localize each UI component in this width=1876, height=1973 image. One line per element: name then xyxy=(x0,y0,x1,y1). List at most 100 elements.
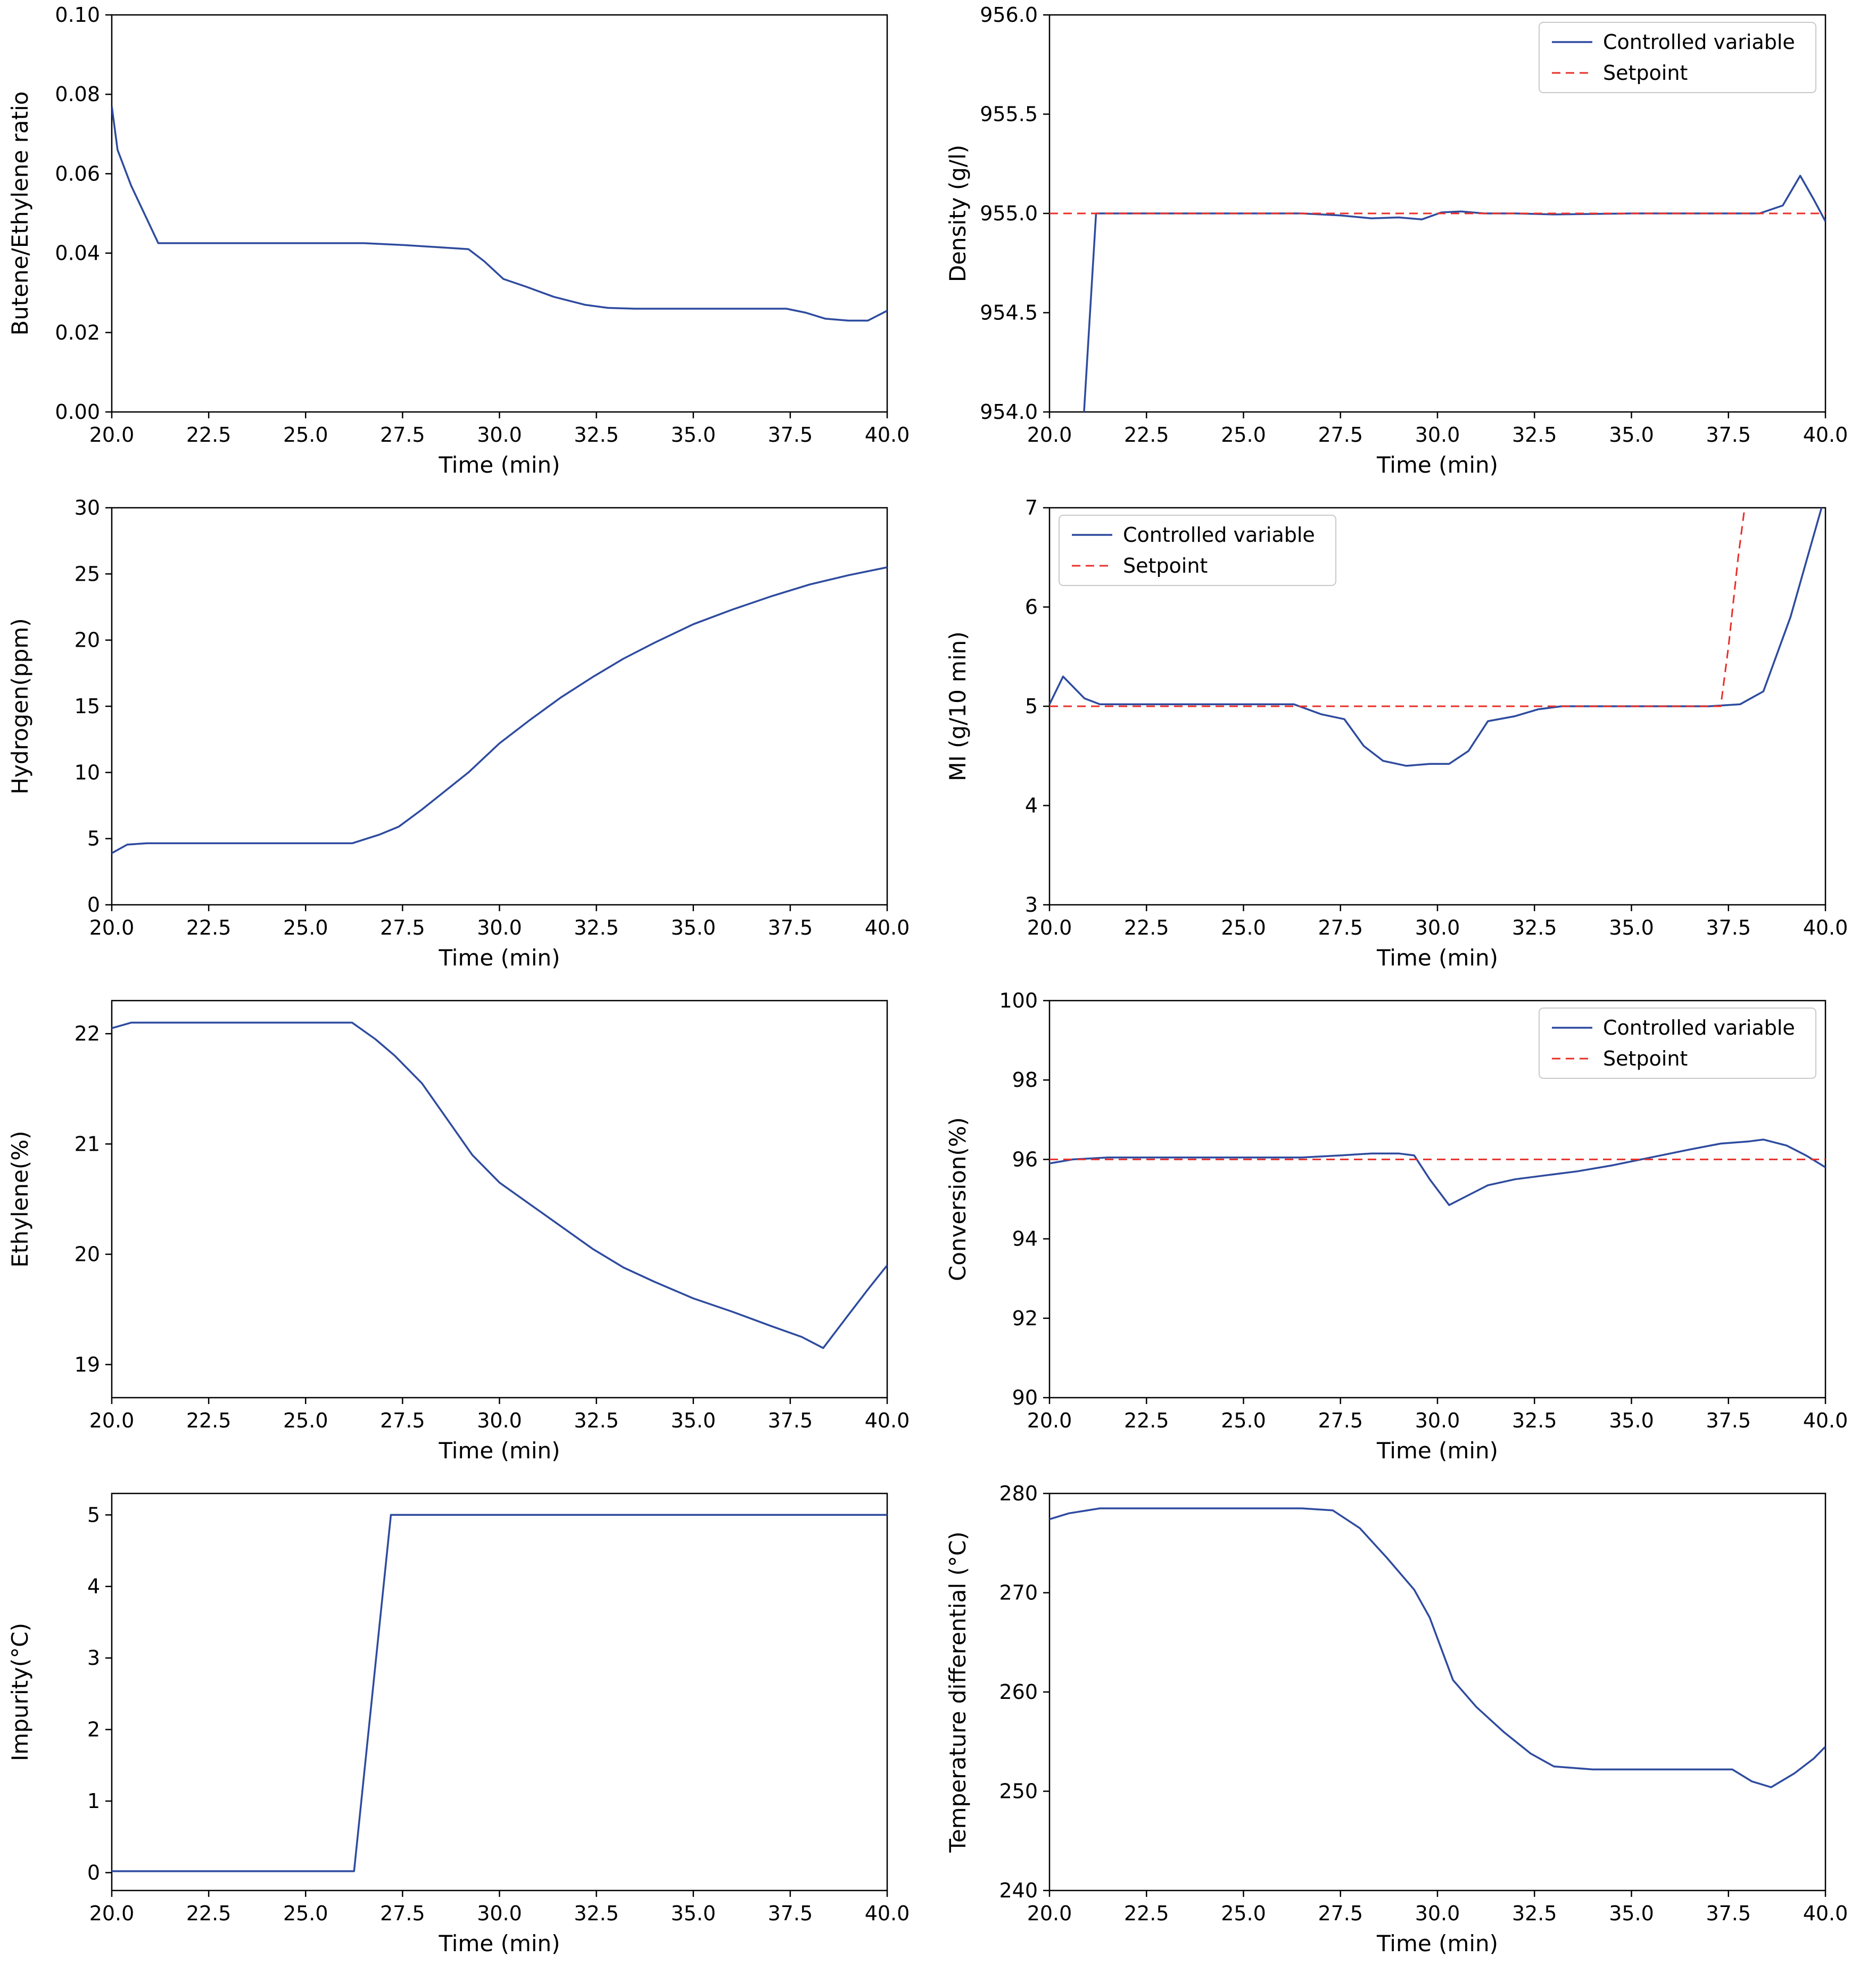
axes-frame xyxy=(111,1000,888,1399)
x-tick-label: 22.5 xyxy=(186,916,232,939)
y-tick-label: 20 xyxy=(75,629,100,652)
series-line-controlled-variable xyxy=(112,1021,887,1349)
x-tick-label: 25.0 xyxy=(1221,1902,1266,1925)
y-axis-label: Impurity(°C) xyxy=(7,1623,33,1761)
y-tick-label: 0.10 xyxy=(55,3,100,27)
x-tick-label: 37.5 xyxy=(768,1902,813,1925)
x-tick-label: 32.5 xyxy=(1512,1409,1557,1432)
y-tick-label: 0.06 xyxy=(55,162,100,185)
y-tick-label: 5 xyxy=(1025,695,1038,718)
x-tick-label: 40.0 xyxy=(1803,1902,1848,1925)
chart-butene-ethylene-ratio: 20.0 22.5 25.0 27.5 30.0 32.5 35.0 37.5 40.0 0.00… xyxy=(0,0,938,493)
x-tick-label: 25.0 xyxy=(283,423,328,447)
x-tick-label: 40.0 xyxy=(1803,423,1848,447)
y-tick-label: 20 xyxy=(75,1243,100,1266)
chart-melt-index: 20.0 22.5 25.0 27.5 30.0 32.5 35.0 37.5 40.0 3 4 5 6… xyxy=(938,493,1876,986)
chart-conversion: 20.0 22.5 25.0 27.5 30.0 32.5 35.0 37.5 40.0 90 92… xyxy=(938,986,1876,1479)
y-tick-label: 955.0 xyxy=(980,202,1038,225)
y-tick-label: 2 xyxy=(87,1718,100,1741)
x-tick-label: 30.0 xyxy=(477,916,522,939)
y-tick-label: 5 xyxy=(87,827,100,851)
x-tick-label: 22.5 xyxy=(186,1409,232,1432)
x-tick-label: 22.5 xyxy=(1124,916,1169,939)
y-tick-label: 0 xyxy=(87,1861,100,1884)
y-tick-label: 100 xyxy=(999,989,1038,1012)
x-tick-label: 27.5 xyxy=(380,1409,425,1432)
chart-melt-index-canvas: 20.0 22.5 25.0 27.5 30.0 32.5 35.0 37.5 40.0 3 4 5 6… xyxy=(945,496,1848,971)
x-tick-label: 32.5 xyxy=(574,423,619,447)
x-tick-label: 40.0 xyxy=(865,423,910,447)
y-tick-label: 956.0 xyxy=(980,3,1038,27)
y-axis-label: Butene/Ethylene ratio xyxy=(7,92,33,336)
x-axis-label: Time (min) xyxy=(1376,945,1498,971)
x-tick-label: 25.0 xyxy=(1221,916,1266,939)
axes-frame xyxy=(1048,1492,1827,1892)
series-line-setpoint xyxy=(1049,508,1746,707)
x-tick-label: 20.0 xyxy=(1027,423,1072,447)
chart-hydrogen-canvas: 20.0 22.5 25.0 27.5 30.0 32.5 35.0 37.5 40.0 0 5 10… xyxy=(7,496,910,971)
x-tick-label: 35.0 xyxy=(671,916,716,939)
x-tick-label: 27.5 xyxy=(380,916,425,939)
chart-temperature-differential: 20.0 22.5 25.0 27.5 30.0 32.5 35.0 37.5 40.0 240 2… xyxy=(938,1479,1876,1971)
x-tick-label: 40.0 xyxy=(865,1902,910,1925)
x-tick-label: 30.0 xyxy=(477,423,522,447)
chart-hydrogen: 20.0 22.5 25.0 27.5 30.0 32.5 35.0 37.5 40.0 0 5 10… xyxy=(0,493,938,986)
x-axis-label: Time (min) xyxy=(438,1438,560,1464)
x-tick-label: 30.0 xyxy=(1415,1902,1460,1925)
x-tick-label: 32.5 xyxy=(1512,916,1557,939)
y-tick-label: 4 xyxy=(87,1575,100,1598)
y-axis-label: Temperature differential (°C) xyxy=(945,1531,971,1853)
legend-box xyxy=(1539,1008,1816,1079)
x-tick-label: 20.0 xyxy=(1027,916,1072,939)
series-line-controlled-variable xyxy=(1049,1138,1825,1206)
y-tick-label: 955.5 xyxy=(980,103,1038,126)
y-tick-label: 10 xyxy=(75,761,100,784)
legend-label: Controlled variable xyxy=(1603,1016,1795,1039)
x-tick-label: 40.0 xyxy=(865,1409,910,1432)
x-tick-label: 25.0 xyxy=(283,1409,328,1432)
y-axis-label: Density (g/l) xyxy=(945,145,971,282)
x-tick-label: 40.0 xyxy=(1803,1409,1848,1432)
x-tick-label: 32.5 xyxy=(1512,423,1557,447)
y-tick-label: 19 xyxy=(75,1353,100,1376)
series-line-controlled-variable xyxy=(112,106,887,322)
y-tick-label: 92 xyxy=(1012,1307,1038,1330)
legend-label: Controlled variable xyxy=(1123,523,1315,547)
chart-ethylene-canvas: 20.0 22.5 25.0 27.5 30.0 32.5 35.0 37.5 40.0 19 20… xyxy=(7,1000,910,1464)
y-tick-label: 954.5 xyxy=(980,301,1038,325)
x-tick-label: 20.0 xyxy=(89,1902,135,1925)
x-tick-label: 20.0 xyxy=(89,916,135,939)
y-axis-label: Ethylene(%) xyxy=(7,1130,33,1267)
y-tick-label: 0.00 xyxy=(55,400,100,424)
x-tick-label: 37.5 xyxy=(1706,423,1751,447)
legend-label: Controlled variable xyxy=(1603,30,1795,54)
x-axis-label: Time (min) xyxy=(1376,1438,1498,1464)
x-axis-label: Time (min) xyxy=(1376,452,1498,478)
x-tick-label: 30.0 xyxy=(477,1409,522,1432)
y-tick-label: 7 xyxy=(1025,496,1038,519)
y-tick-label: 270 xyxy=(999,1581,1038,1605)
axes-frame xyxy=(111,1492,888,1892)
x-tick-label: 22.5 xyxy=(1124,1902,1169,1925)
y-tick-label: 3 xyxy=(1025,893,1038,917)
x-tick-label: 20.0 xyxy=(89,1409,135,1432)
y-tick-label: 90 xyxy=(1012,1386,1038,1409)
chart-ethylene: 20.0 22.5 25.0 27.5 30.0 32.5 35.0 37.5 40.0 19 20… xyxy=(0,986,938,1479)
chart-butene-ethylene-ratio-canvas: 20.0 22.5 25.0 27.5 30.0 32.5 35.0 37.5 40.0 0.00… xyxy=(7,3,910,478)
x-tick-label: 27.5 xyxy=(380,1902,425,1925)
x-tick-label: 22.5 xyxy=(1124,1409,1169,1432)
axes-frame xyxy=(111,14,888,413)
series-line-controlled-variable xyxy=(112,1514,887,1872)
x-tick-label: 30.0 xyxy=(477,1902,522,1925)
x-tick-label: 20.0 xyxy=(1027,1409,1072,1432)
y-tick-label: 0.02 xyxy=(55,321,100,344)
x-tick-label: 35.0 xyxy=(1609,916,1654,939)
y-tick-label: 250 xyxy=(999,1780,1038,1803)
y-tick-label: 3 xyxy=(87,1646,100,1670)
x-tick-label: 22.5 xyxy=(186,423,232,447)
y-tick-label: 21 xyxy=(75,1132,100,1155)
chart-impurity-canvas: 20.0 22.5 25.0 27.5 30.0 32.5 35.0 37.5 40.0 0 1 2 3… xyxy=(7,1492,910,1957)
series-line-controlled-variable xyxy=(1049,1507,1825,1788)
x-tick-label: 32.5 xyxy=(574,916,619,939)
x-tick-label: 27.5 xyxy=(1318,423,1363,447)
